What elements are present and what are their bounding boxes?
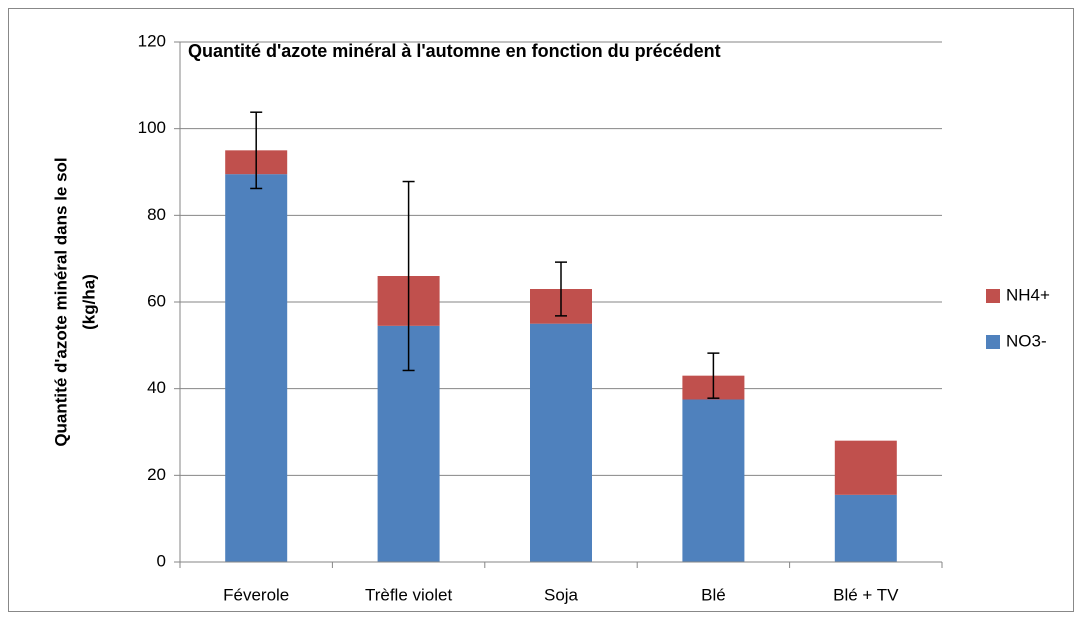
y-tick-label: 0 <box>157 551 166 570</box>
legend-label: NO3- <box>1006 331 1047 350</box>
y-axis-title-line: (kg/ha) <box>79 274 98 330</box>
chart-title: Quantité d'azote minéral à l'automne en … <box>188 41 721 61</box>
y-tick-label: 120 <box>138 31 166 50</box>
x-tick-label: Blé + TV <box>833 585 899 604</box>
bar-segment <box>225 174 288 562</box>
y-tick-label: 60 <box>147 291 166 310</box>
x-tick-label: Soja <box>544 585 579 604</box>
y-axis-title: Quantité d'azote minéral dans le sol (kg… <box>51 157 98 446</box>
y-tick-label: 80 <box>147 205 166 224</box>
y-tick-label: 20 <box>147 465 166 484</box>
x-tick-label: Féverole <box>223 585 289 604</box>
x-tick-label: Blé <box>701 585 726 604</box>
bar-segment <box>834 440 897 495</box>
bar-segment <box>682 399 745 562</box>
legend-label: NH4+ <box>1006 285 1050 304</box>
legend-swatch <box>986 289 1000 303</box>
bar-segment <box>530 323 592 562</box>
y-axis-title-line: Quantité d'azote minéral dans le sol <box>51 157 70 446</box>
legend-swatch <box>986 335 1000 349</box>
x-tick-label: Trèfle violet <box>365 585 453 604</box>
bar-segment <box>834 494 897 562</box>
y-tick-label: 100 <box>138 118 166 137</box>
y-tick-label: 40 <box>147 378 166 397</box>
